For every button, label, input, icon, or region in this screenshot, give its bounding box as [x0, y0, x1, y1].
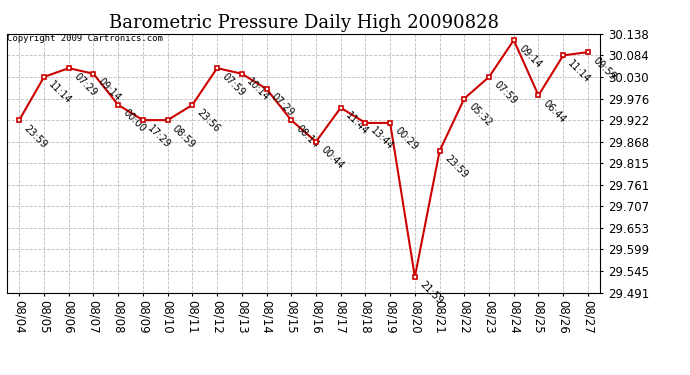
Text: 09:14: 09:14: [96, 76, 123, 103]
Text: 00:29: 00:29: [393, 126, 420, 153]
Text: 07:29: 07:29: [72, 71, 99, 98]
Text: 11:44: 11:44: [344, 111, 370, 137]
Text: 13:44: 13:44: [368, 126, 395, 152]
Text: 17:29: 17:29: [146, 123, 172, 150]
Text: Copyright 2009 Cartronics.com: Copyright 2009 Cartronics.com: [7, 34, 163, 43]
Text: 09:14: 09:14: [517, 43, 543, 70]
Text: 07:29: 07:29: [269, 92, 296, 118]
Text: 00:00: 00:00: [121, 108, 148, 134]
Text: 07:59: 07:59: [492, 80, 519, 106]
Text: 21:59: 21:59: [417, 280, 444, 306]
Text: 23:56: 23:56: [195, 108, 222, 135]
Text: 08:59: 08:59: [170, 123, 197, 150]
Text: 11:14: 11:14: [47, 80, 73, 106]
Text: 23:59: 23:59: [22, 123, 49, 150]
Text: 09:59: 09:59: [591, 55, 618, 82]
Text: 00:44: 00:44: [319, 144, 346, 171]
Title: Barometric Pressure Daily High 20090828: Barometric Pressure Daily High 20090828: [108, 14, 499, 32]
Text: 23:59: 23:59: [442, 154, 469, 181]
Text: 10:14: 10:14: [244, 76, 271, 103]
Text: 06:44: 06:44: [541, 98, 568, 125]
Text: 07:59: 07:59: [220, 71, 247, 98]
Text: 11:14: 11:14: [566, 58, 593, 85]
Text: 08:14: 08:14: [294, 123, 321, 150]
Text: 05:32: 05:32: [467, 101, 494, 128]
